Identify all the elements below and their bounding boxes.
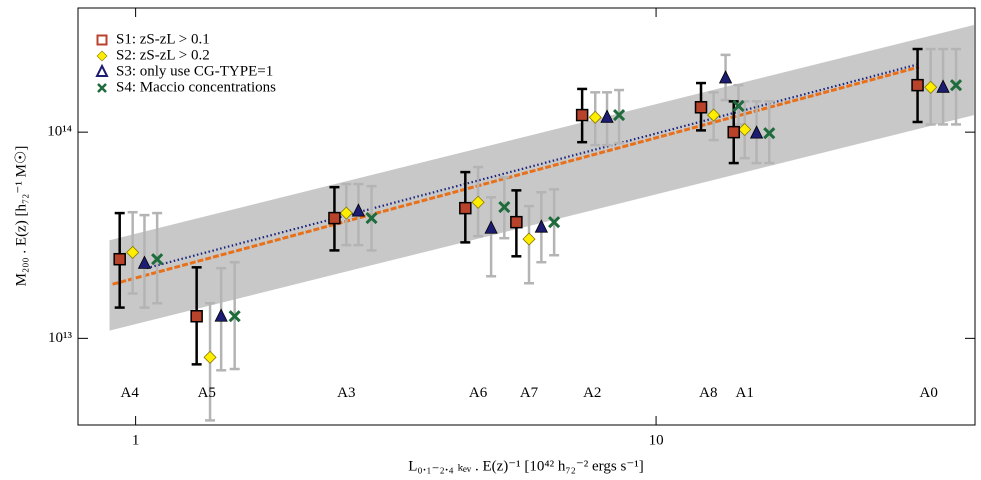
error-bar [486,196,497,278]
diamond-marker [738,122,752,137]
cluster-label: A0 [919,385,937,401]
x-marker [498,201,511,214]
legend-label: S4: Maccio concentrations [116,79,276,95]
x-tick-label: 10 [649,432,664,448]
diamond-marker [522,232,536,246]
triangle-marker [137,255,152,269]
cluster-label: A1 [736,385,754,401]
x-marker [613,109,626,122]
diamond-marker [588,110,602,124]
legend-label: S3: only use CG-TYPE=1 [116,63,273,79]
cluster-label: A4 [120,385,139,401]
x-marker [763,127,776,140]
x-marker [949,79,963,92]
square-marker [459,201,472,215]
y-tick-label: 10¹³ [48,330,72,346]
plot-frame [77,7,976,426]
cluster-label: A5 [198,385,216,401]
diamond-marker [126,245,140,260]
square-marker [328,211,341,225]
legend-marker [97,83,107,93]
x-marker [548,216,561,229]
x-marker [228,310,241,323]
legend-marker [96,50,108,62]
fit-line [112,65,920,286]
triangle-marker [749,125,764,139]
cluster-label: A7 [520,385,539,401]
legend-label: S2: zS-zL > 0.2 [116,47,210,63]
x-marker [732,99,745,112]
triangle-marker [534,219,549,233]
triangle-marker [936,79,950,93]
diamond-marker [203,350,217,364]
legend-label: S1: zS-zL > 0.1 [116,31,210,47]
fit-line [146,62,920,270]
x-tick-label: 1 [132,432,140,448]
square-marker [113,252,126,266]
y-tick-label: 10¹⁴ [47,124,72,140]
triangle-marker [718,70,733,84]
square-marker [694,101,708,114]
legend-marker [96,34,108,46]
plot-area [109,24,974,422]
diamond-marker [471,195,485,209]
square-marker [575,108,589,122]
square-marker [911,78,924,92]
cluster-label: A2 [583,385,601,401]
triangle-marker [600,109,614,123]
triangle-marker [214,308,228,322]
cluster-label: A8 [699,385,717,401]
diamond-marker [707,108,721,122]
cluster-label: A6 [469,385,488,401]
square-marker [727,125,740,139]
x-marker [365,212,378,225]
square-marker [190,309,203,323]
x-marker [151,253,164,266]
y-axis-label: M₂₀₀ . E(z) [h₇₂⁻¹ M☉] [13,146,29,287]
diamond-marker [339,206,353,220]
triangle-marker [484,220,498,234]
cluster-label: A3 [337,385,355,401]
triangle-marker [351,203,366,217]
legend-marker [95,63,109,77]
x-axis-label: L₀.₁₋₂.₄ ₖₑᵥ . E(z)⁻¹ [10⁴² h₇₂⁻² ergs s… [408,458,644,474]
square-marker [510,215,523,229]
diamond-marker [924,80,938,94]
